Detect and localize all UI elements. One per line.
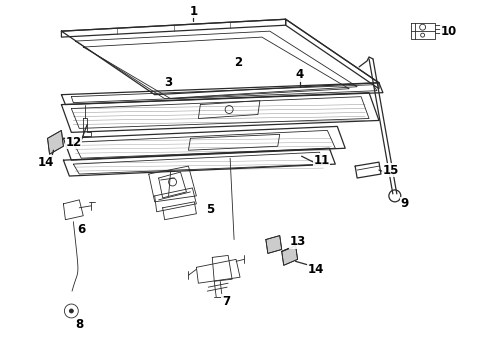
- Text: 8: 8: [75, 318, 83, 331]
- Polygon shape: [48, 130, 63, 154]
- Text: 10: 10: [441, 24, 457, 38]
- Text: 12: 12: [65, 136, 81, 149]
- Text: 3: 3: [165, 76, 172, 89]
- Text: 2: 2: [234, 57, 242, 69]
- Text: 13: 13: [290, 235, 306, 248]
- Text: 4: 4: [295, 68, 304, 81]
- Text: 6: 6: [77, 223, 85, 236]
- Text: 15: 15: [383, 163, 399, 176]
- Text: 14: 14: [307, 263, 323, 276]
- Polygon shape: [266, 235, 282, 253]
- Text: 1: 1: [189, 5, 197, 18]
- Text: 5: 5: [206, 203, 215, 216]
- Text: 11: 11: [313, 154, 330, 167]
- Polygon shape: [282, 246, 297, 265]
- Circle shape: [70, 309, 74, 313]
- Text: 7: 7: [222, 294, 230, 307]
- Text: 9: 9: [401, 197, 409, 210]
- Text: 14: 14: [37, 156, 54, 168]
